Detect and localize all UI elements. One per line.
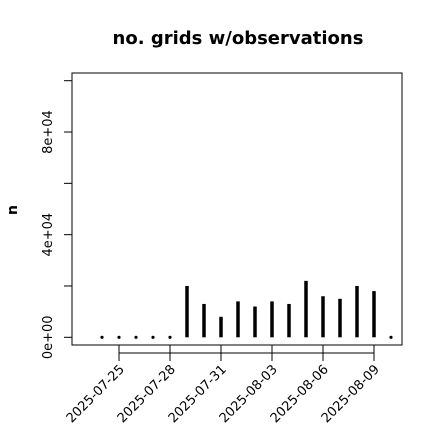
y-axis: 0e+00 4e+04 8e+04	[41, 73, 73, 359]
x-axis: 2025-07-252025-07-282025-07-312025-08-03…	[64, 345, 383, 426]
bar-series	[100, 280, 393, 339]
zero-point	[134, 335, 138, 339]
zero-point	[389, 335, 393, 339]
y-tick-label: 4e+04	[41, 213, 56, 257]
y-tick-label: 0e+00	[41, 315, 56, 359]
zero-point	[100, 335, 104, 339]
zero-point	[168, 335, 172, 339]
y-tick-label: 8e+04	[41, 110, 56, 154]
zero-point	[117, 335, 121, 339]
zero-point	[151, 335, 155, 339]
chart-title: no. grids w/observations	[113, 28, 364, 49]
y-axis-label: n	[5, 205, 21, 215]
